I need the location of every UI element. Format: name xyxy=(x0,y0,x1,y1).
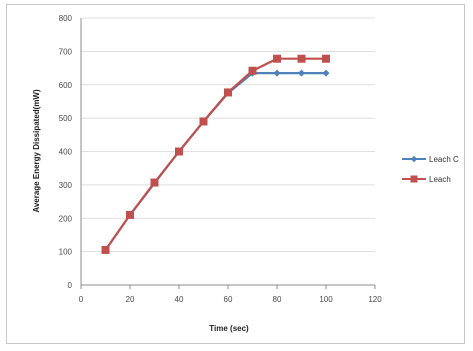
series-line xyxy=(104,71,326,251)
legend-item: Leach xyxy=(402,175,451,184)
data-point xyxy=(126,210,134,219)
data-point xyxy=(248,66,257,75)
series-leach xyxy=(101,54,330,254)
data-point xyxy=(273,54,281,63)
data-point xyxy=(297,54,306,63)
chart-frame xyxy=(6,4,465,344)
y-axis-title: Average Energy Dissipated(mW) xyxy=(32,89,41,213)
y-tick-label-300: 300 xyxy=(59,181,73,190)
legend-label: Leach C xyxy=(429,155,459,164)
data-point xyxy=(322,69,330,77)
series-leach-c xyxy=(102,69,330,254)
y-tick-label-0: 0 xyxy=(68,281,73,290)
legend: Leach C Leach xyxy=(402,155,459,184)
data-point xyxy=(322,54,330,63)
data-point xyxy=(150,178,159,187)
x-tick-label-120: 120 xyxy=(368,295,382,304)
y-tick-label-700: 700 xyxy=(59,47,73,56)
gridlines xyxy=(81,17,375,253)
data-point xyxy=(224,88,232,97)
data-point xyxy=(273,69,281,77)
data-point xyxy=(199,117,208,126)
x-axis-title: Time (sec) xyxy=(209,324,249,333)
x-tick-label-100: 100 xyxy=(319,295,333,304)
x-tick-label-40: 40 xyxy=(175,295,184,304)
legend-swatch-marker xyxy=(410,155,418,163)
series-line xyxy=(104,57,326,251)
axes xyxy=(80,18,376,289)
x-tick-label-0: 0 xyxy=(79,295,84,304)
y-tick-label-600: 600 xyxy=(59,81,73,90)
y-tick-label-800: 800 xyxy=(59,14,73,23)
series-group xyxy=(101,54,330,254)
y-tick-label-100: 100 xyxy=(59,248,73,257)
legend-item: Leach C xyxy=(402,155,459,164)
legend-label: Leach xyxy=(429,175,451,184)
y-tick-label-400: 400 xyxy=(59,148,73,157)
x-tick-label-80: 80 xyxy=(273,295,282,304)
x-tick-label-20: 20 xyxy=(126,295,135,304)
legend-swatch-marker xyxy=(410,175,418,183)
y-tick-label-500: 500 xyxy=(59,114,73,123)
data-point xyxy=(101,245,110,254)
x-tick-label-60: 60 xyxy=(224,295,233,304)
data-point xyxy=(298,69,305,77)
y-tick-labels: 0 100 200 300 400 500 600 700 800 xyxy=(59,14,73,290)
y-tick-label-200: 200 xyxy=(59,214,73,223)
data-point xyxy=(175,147,183,156)
x-tick-labels: 0 20 40 60 80 100 120 xyxy=(79,295,382,304)
